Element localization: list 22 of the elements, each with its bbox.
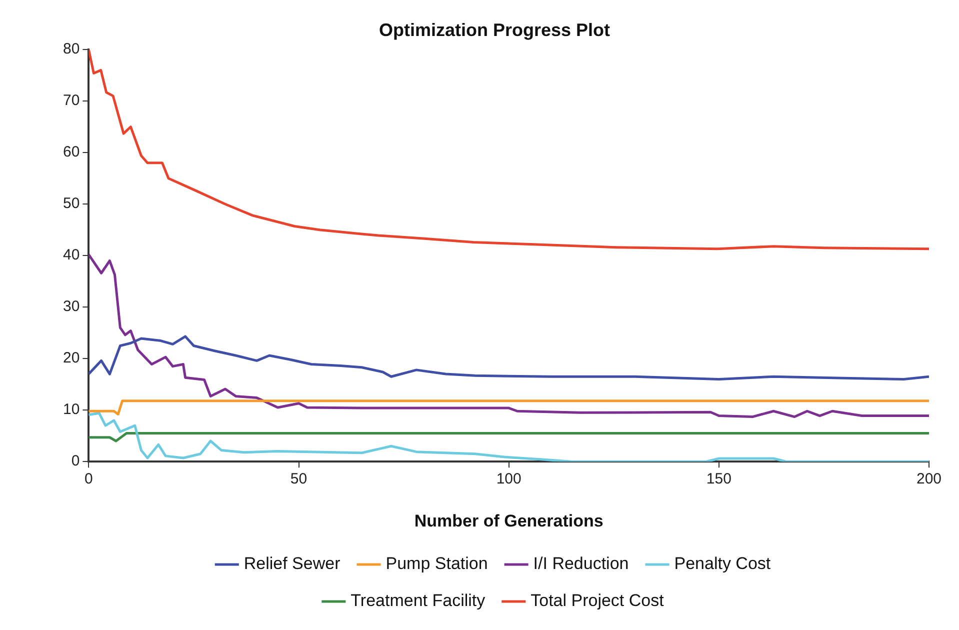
y-tick-label: 0: [71, 452, 80, 470]
y-tick-label: 40: [62, 246, 80, 264]
y-tick-label: 20: [62, 350, 80, 367]
legend-label: Relief Sewer: [244, 554, 341, 574]
legend-label: Pump Station: [386, 554, 488, 574]
x-tick-label: 50: [290, 470, 308, 488]
x-tick-label: 150: [706, 470, 732, 488]
x-axis-title: Number of Generations: [414, 511, 604, 530]
y-tick-label: 60: [62, 144, 80, 161]
x-tick-label: 200: [916, 470, 942, 488]
y-tick-label: 80: [62, 40, 80, 58]
y-tick-label: 30: [62, 298, 80, 316]
legend-label: Total Project Cost: [530, 591, 664, 610]
legend-label: I/I Reduction: [533, 554, 629, 574]
x-tick-label: 0: [84, 470, 93, 488]
chart-title: Optimization Progress Plot: [378, 20, 610, 40]
legend-label: Penalty Cost: [674, 554, 771, 574]
y-tick-label: 10: [62, 401, 80, 418]
y-tick-label: 70: [62, 92, 80, 110]
x-tick-label: 100: [496, 470, 522, 488]
legend-label: Treatment Facility: [350, 591, 486, 610]
y-tick-label: 50: [62, 195, 80, 212]
